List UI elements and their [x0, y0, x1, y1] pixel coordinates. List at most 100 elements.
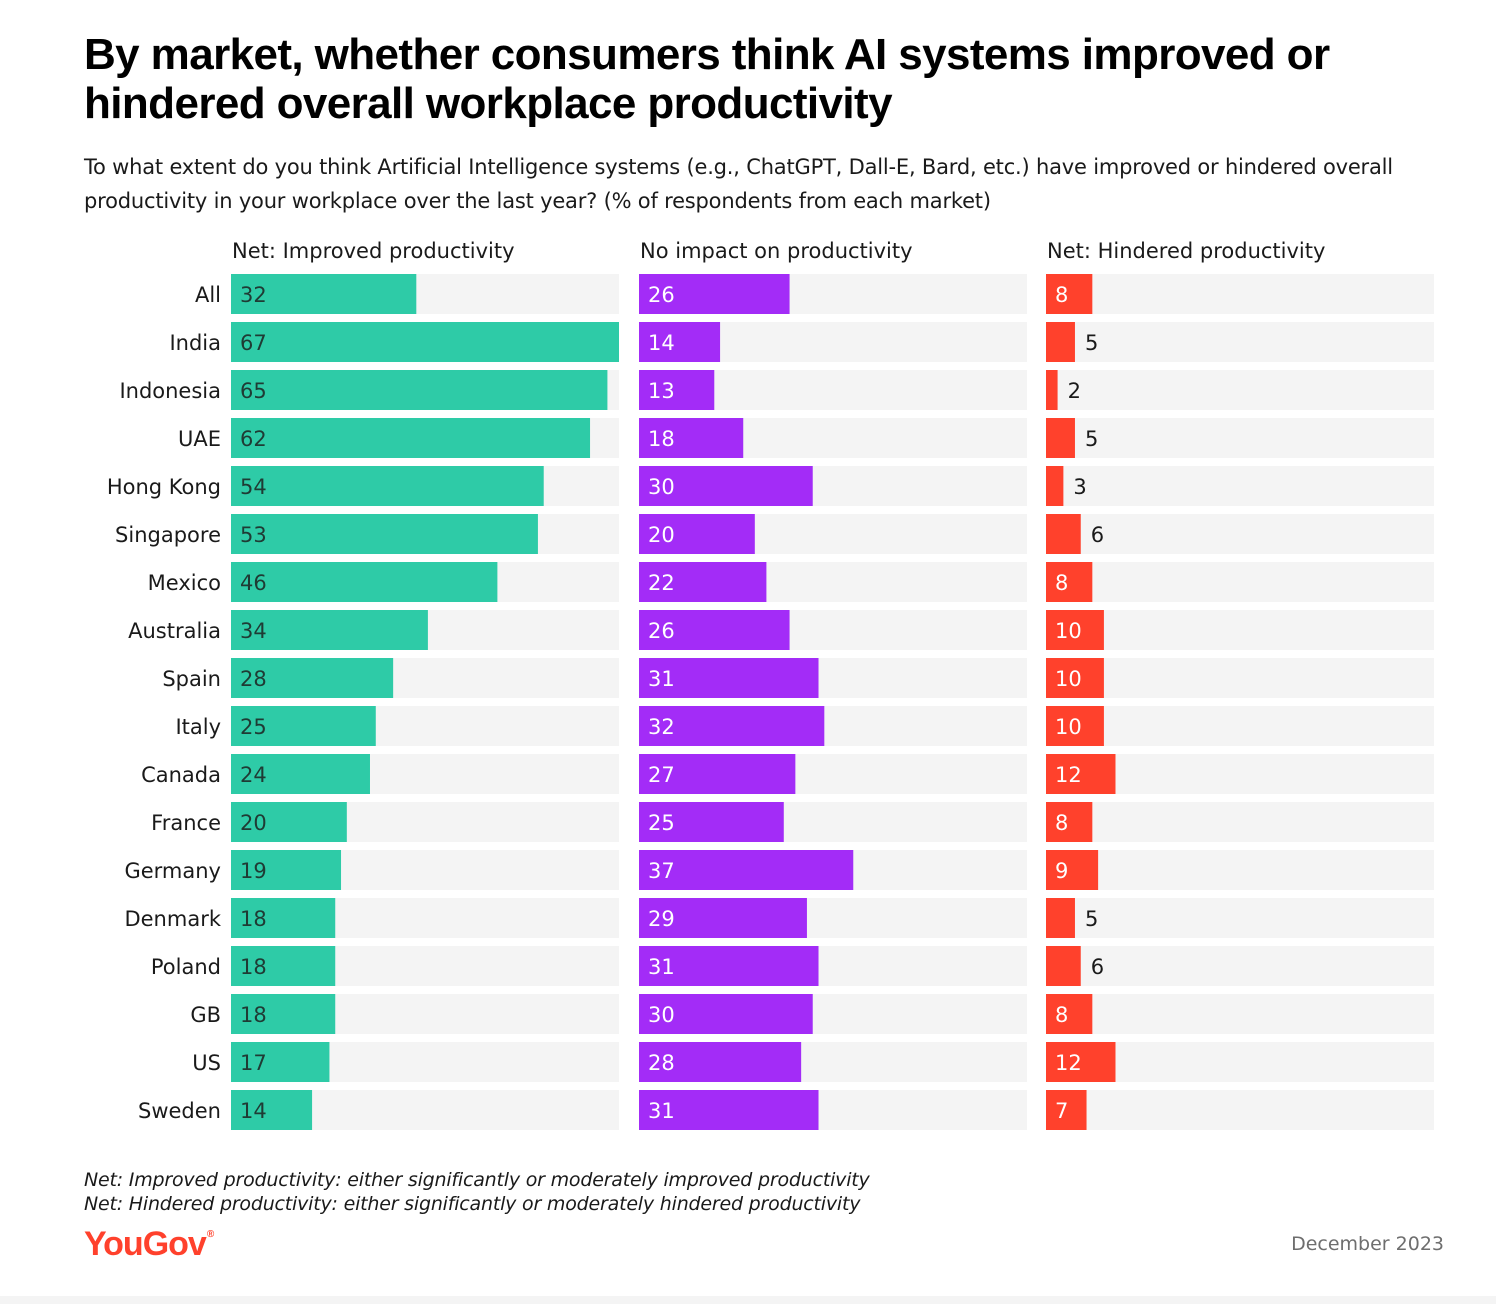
bar-1: [639, 850, 854, 890]
bar-2: [1046, 706, 1104, 746]
category-label: India: [169, 331, 221, 355]
bar-0: [231, 658, 394, 698]
bar-1: [639, 898, 807, 938]
data-label: 28: [240, 667, 267, 691]
bar-2: [1046, 562, 1093, 602]
data-label: 67: [240, 331, 267, 355]
data-label: 65: [240, 379, 267, 403]
category-label: Denmark: [124, 907, 221, 931]
bar-0: [231, 754, 370, 794]
bar-chart: Net: Improved productivity No impact on p…: [107, 239, 1434, 1130]
bar-2: [1046, 514, 1081, 554]
data-label: 18: [240, 955, 267, 979]
bar-2: [1046, 1042, 1116, 1082]
data-label: 31: [648, 1099, 675, 1123]
bar-1: [639, 1042, 802, 1082]
bar-0: [231, 946, 336, 986]
data-label: 28: [648, 1051, 675, 1075]
category-label: GB: [190, 1003, 221, 1027]
bar-2: [1046, 994, 1093, 1034]
bar-1: [639, 994, 813, 1034]
data-label: 5: [1085, 427, 1098, 451]
bar-2: [1046, 274, 1093, 314]
bar-track: [1046, 610, 1434, 650]
category-label: Canada: [141, 763, 221, 787]
data-label: 6: [1091, 523, 1104, 547]
chart-title: By market, whether consumers think AI sy…: [84, 30, 1330, 128]
bar-2: [1046, 850, 1099, 890]
logo-text: YouGov: [84, 1225, 207, 1263]
data-label: 34: [240, 619, 267, 643]
bar-track: [1046, 994, 1434, 1034]
bar-0: [231, 850, 342, 890]
bar-2: [1046, 1090, 1087, 1130]
data-label: 22: [648, 571, 675, 595]
bar-0: [231, 466, 544, 506]
bar-track: [1046, 466, 1434, 506]
category-label: All: [195, 283, 221, 307]
yougov-logo: YouGov®: [84, 1225, 214, 1264]
category-label: US: [192, 1051, 221, 1075]
data-label: 20: [648, 523, 675, 547]
bar-1: [639, 466, 813, 506]
bar-1: [639, 418, 744, 458]
data-label: 25: [648, 811, 675, 835]
data-label: 10: [1055, 667, 1082, 691]
column-header-0: Net: Improved productivity: [232, 239, 515, 263]
data-label: 54: [240, 475, 267, 499]
footnote-improved: Net: Improved productivity: either signi…: [84, 1169, 870, 1191]
column-header-2: Net: Hindered productivity: [1047, 239, 1325, 263]
data-label: 14: [240, 1099, 267, 1123]
data-label: 18: [240, 907, 267, 931]
bar-2: [1046, 322, 1075, 362]
bar-2: [1046, 610, 1104, 650]
bar-2: [1046, 802, 1093, 842]
data-label: 5: [1085, 331, 1098, 355]
bar-track: [1046, 274, 1434, 314]
data-label: 37: [648, 859, 675, 883]
data-label: 3: [1073, 475, 1086, 499]
data-label: 30: [648, 1003, 675, 1027]
bar-track: [1046, 946, 1434, 986]
category-label: Italy: [175, 715, 221, 739]
data-label: 62: [240, 427, 267, 451]
data-label: 26: [648, 619, 675, 643]
category-labels: All India Indonesia UAE Hong Kong Singapore Me…: [107, 283, 222, 1123]
category-label: Poland: [151, 955, 221, 979]
bar-track: [1046, 322, 1434, 362]
data-label: 10: [1055, 619, 1082, 643]
data-label: 29: [648, 907, 675, 931]
bar-1: [639, 706, 825, 746]
bar-2: [1046, 754, 1116, 794]
column-headers: Net: Improved productivity No impact on p…: [232, 239, 1325, 263]
date-label: December 2023: [1291, 1233, 1444, 1255]
data-label: 10: [1055, 715, 1082, 739]
category-label: Sweden: [138, 1099, 221, 1123]
bar-0: [231, 418, 591, 458]
column-header-1: No impact on productivity: [640, 239, 913, 263]
bar-1: [639, 658, 819, 698]
category-label: Singapore: [115, 523, 221, 547]
category-label: Germany: [124, 859, 221, 883]
footnote-hindered: Net: Hindered productivity: either signi…: [84, 1193, 861, 1215]
data-label: 8: [1055, 1003, 1068, 1027]
bar-0: [231, 370, 608, 410]
bar-1: [639, 1090, 819, 1130]
category-label: Mexico: [148, 571, 221, 595]
bottom-strip: [0, 1296, 1496, 1304]
data-label: 32: [240, 283, 267, 307]
data-label: 46: [240, 571, 267, 595]
data-label: 19: [240, 859, 267, 883]
bar-0: [231, 898, 336, 938]
bar-0: [231, 562, 498, 602]
data-label: 30: [648, 475, 675, 499]
bar-track: [1046, 658, 1434, 698]
bar-track: [1046, 370, 1434, 410]
data-label: 8: [1055, 283, 1068, 307]
bar-track: [1046, 706, 1434, 746]
chart-subtitle: To what extent do you think Artificial I…: [84, 155, 1393, 213]
bar-track: [1046, 514, 1434, 554]
bar-0: [231, 994, 336, 1034]
data-label: 27: [648, 763, 675, 787]
bar-2: [1046, 418, 1075, 458]
